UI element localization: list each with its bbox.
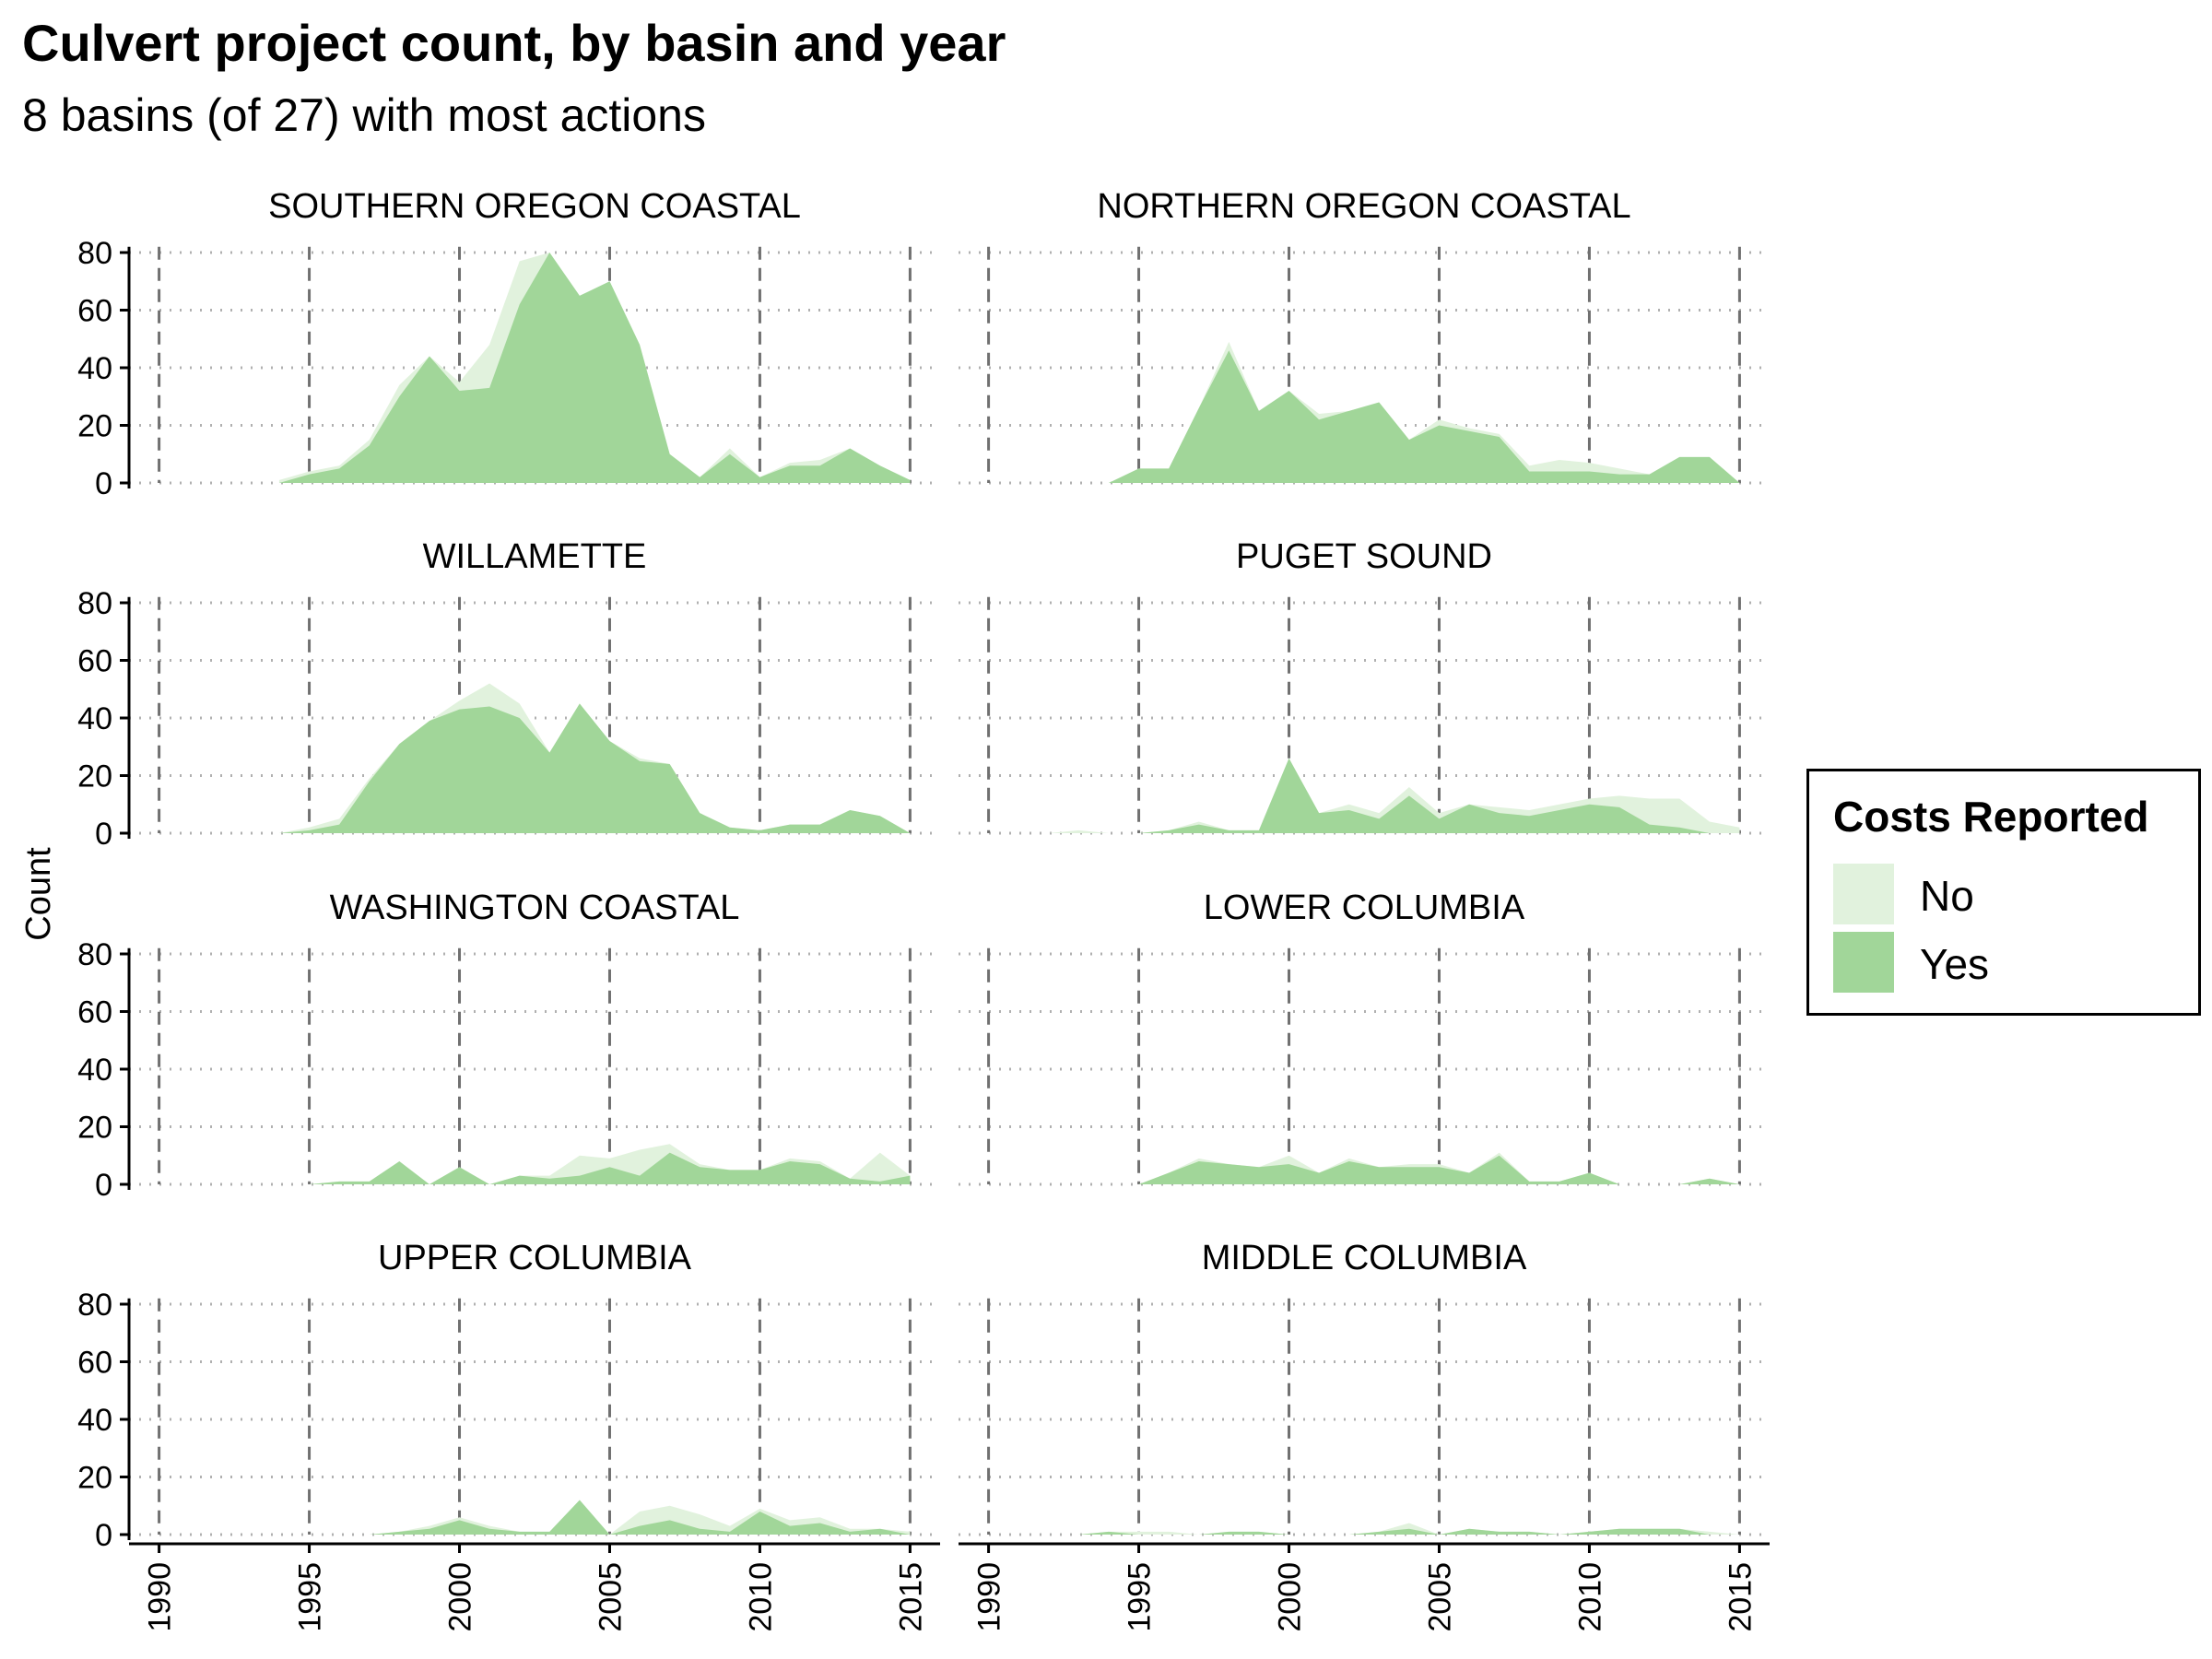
area-series-yes [278,703,911,833]
y-tick-label: 0 [95,466,112,501]
chart-title: Culvert project count, by basin and year [22,14,1006,72]
panel-northern-oregon-coastal: NORTHERN OREGON COASTAL [959,187,1770,485]
y-axis-title: Count [19,847,58,941]
chart-subtitle: 8 basins (of 27) with most actions [22,89,706,141]
y-tick-label: 60 [77,995,112,1030]
y-tick-label: 0 [95,1518,112,1553]
x-tick-label: 2005 [1422,1562,1457,1632]
area-series-yes [1108,350,1740,483]
area-series-yes [309,1152,911,1184]
legend-label-no: No [1920,872,1974,920]
panel-washington-coastal: WASHINGTON COASTAL 0 20 40 60 80 [77,888,940,1203]
x-tick-label: 2000 [1273,1562,1308,1632]
panel-puget-sound: PUGET SOUND [959,537,1770,835]
y-tick-label: 20 [77,759,112,794]
legend-swatch-no [1833,864,1894,924]
area-series-yes [369,1500,911,1535]
area-series-yes [278,253,911,483]
area-series-yes [1048,758,1740,833]
y-tick-label: 80 [77,1288,112,1323]
y-tick-label: 40 [77,1403,112,1438]
panel-title: UPPER COLUMBIA [378,1239,692,1277]
y-tick-label: 40 [77,1053,112,1088]
legend-label-yes: Yes [1920,940,1990,988]
legend-item-no: No [1833,864,2183,924]
y-tick-label: 20 [77,1461,112,1496]
y-tick-label: 40 [77,701,112,736]
panel-title: SOUTHERN OREGON COASTAL [268,187,801,226]
x-tick-label: 2015 [893,1562,928,1632]
x-tick-label: 2005 [593,1562,628,1632]
x-tick-label: 1995 [1123,1562,1158,1632]
y-tick-label: 20 [77,1111,112,1146]
y-tick-label: 80 [77,236,112,271]
y-tick-label: 40 [77,351,112,386]
x-tick-label: 1995 [293,1562,328,1632]
x-tick-label: 1990 [972,1562,1007,1632]
y-tick-label: 20 [77,409,112,444]
panel-southern-oregon-coastal: SOUTHERN OREGON COASTAL 0 20 40 60 80 [77,187,940,501]
area-series-yes [1078,1528,1740,1535]
panel-middle-columbia: MIDDLE COLUMBIA 1990 1995 2000 2005 2010 2015 [959,1239,1770,1632]
legend-item-yes: Yes [1833,932,2183,993]
legend-swatch-yes [1833,932,1894,993]
y-tick-label: 80 [77,937,112,972]
panel-title: WASHINGTON COASTAL [330,888,740,927]
panel-lower-columbia: LOWER COLUMBIA [959,888,1770,1186]
y-tick-label: 60 [77,294,112,329]
x-tick-label: 2010 [1572,1562,1607,1632]
panel-willamette: WILLAMETTE 0 20 40 60 80 [77,537,940,852]
panel-title: MIDDLE COLUMBIA [1202,1239,1527,1277]
panel-title: LOWER COLUMBIA [1204,888,1525,927]
x-tick-label: 2000 [443,1562,478,1632]
area-series-yes [1138,1155,1740,1184]
panel-upper-columbia: UPPER COLUMBIA 0 20 40 60 80 1990 1995 2000 2005 2… [77,1239,940,1632]
y-tick-label: 0 [95,1168,112,1203]
legend: Costs Reported No Yes [1806,769,2201,1016]
panel-title: PUGET SOUND [1236,537,1492,576]
y-tick-label: 0 [95,817,112,852]
x-tick-label: 2015 [1723,1562,1758,1632]
panel-title: NORTHERN OREGON COASTAL [1097,187,1630,226]
x-tick-label: 2010 [743,1562,778,1632]
y-tick-label: 60 [77,1346,112,1381]
legend-title: Costs Reported [1833,793,2149,841]
y-tick-label: 80 [77,586,112,621]
panel-title: WILLAMETTE [423,537,647,576]
y-tick-label: 60 [77,644,112,679]
x-tick-label: 1990 [143,1562,178,1632]
